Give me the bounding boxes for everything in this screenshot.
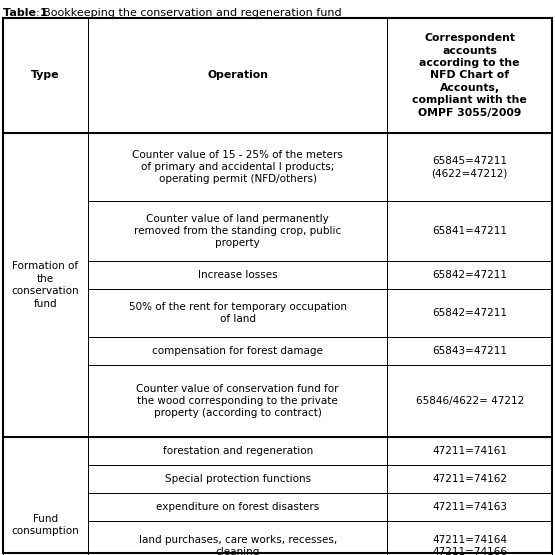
Text: 65843=47211: 65843=47211 bbox=[432, 346, 507, 356]
Text: 65842=47211: 65842=47211 bbox=[432, 308, 507, 318]
Bar bbox=[3, 437, 88, 555]
Text: Operation: Operation bbox=[207, 70, 268, 80]
Bar bbox=[387, 337, 552, 365]
Text: 47211=74163: 47211=74163 bbox=[432, 502, 507, 512]
Bar bbox=[88, 201, 387, 261]
Bar bbox=[387, 465, 552, 493]
Text: 65846/4622= 47212: 65846/4622= 47212 bbox=[416, 396, 524, 406]
Text: forestation and regeneration: forestation and regeneration bbox=[163, 446, 313, 456]
Bar bbox=[387, 201, 552, 261]
Text: 65842=47211: 65842=47211 bbox=[432, 270, 507, 280]
Bar bbox=[88, 493, 387, 521]
Bar bbox=[387, 365, 552, 437]
Bar bbox=[3, 133, 88, 437]
Text: Counter value of 15 - 25% of the meters
of primary and accidental I products;
op: Counter value of 15 - 25% of the meters … bbox=[132, 150, 343, 184]
Bar bbox=[88, 521, 387, 555]
Bar bbox=[88, 133, 387, 201]
Text: 65841=47211: 65841=47211 bbox=[432, 226, 507, 236]
Text: 47211=74164
47211=74166: 47211=74164 47211=74166 bbox=[432, 535, 507, 555]
Text: Counter value of conservation fund for
the wood corresponding to the private
pro: Counter value of conservation fund for t… bbox=[137, 384, 339, 418]
Bar bbox=[88, 18, 387, 133]
Text: land purchases, care works, recesses,
cleaning: land purchases, care works, recesses, cl… bbox=[139, 535, 337, 555]
Text: Increase losses: Increase losses bbox=[198, 270, 278, 280]
Bar bbox=[387, 289, 552, 337]
Text: Counter value of land permanently
removed from the standing crop, public
propert: Counter value of land permanently remove… bbox=[134, 214, 341, 249]
Bar bbox=[88, 465, 387, 493]
Text: 65845=47211
(4622=47212): 65845=47211 (4622=47212) bbox=[431, 156, 508, 178]
Text: Table 1: Table 1 bbox=[3, 8, 48, 18]
Text: 47211=74161: 47211=74161 bbox=[432, 446, 507, 456]
Bar bbox=[88, 261, 387, 289]
Bar bbox=[88, 337, 387, 365]
Bar bbox=[88, 437, 387, 465]
Bar bbox=[387, 437, 552, 465]
Text: Fund
consumption: Fund consumption bbox=[12, 514, 79, 536]
Text: expenditure on forest disasters: expenditure on forest disasters bbox=[156, 502, 319, 512]
Bar bbox=[3, 18, 88, 133]
Text: 47211=74162: 47211=74162 bbox=[432, 474, 507, 484]
Text: 50% of the rent for temporary occupation
of land: 50% of the rent for temporary occupation… bbox=[129, 302, 347, 324]
Bar bbox=[88, 365, 387, 437]
Text: Type: Type bbox=[31, 70, 60, 80]
Bar bbox=[88, 289, 387, 337]
Text: Special protection functions: Special protection functions bbox=[165, 474, 311, 484]
Bar bbox=[387, 493, 552, 521]
Bar bbox=[387, 521, 552, 555]
Bar bbox=[387, 261, 552, 289]
Text: compensation for forest damage: compensation for forest damage bbox=[152, 346, 323, 356]
Text: Formation of
the
conservation
fund: Formation of the conservation fund bbox=[12, 261, 79, 309]
Bar bbox=[387, 18, 552, 133]
Text: Correspondent
accounts
according to the
NFD Chart of
Accounts,
compliant with th: Correspondent accounts according to the … bbox=[412, 33, 527, 118]
Bar bbox=[387, 133, 552, 201]
Text: : Bookkeeping the conservation and regeneration fund: : Bookkeeping the conservation and regen… bbox=[36, 8, 342, 18]
